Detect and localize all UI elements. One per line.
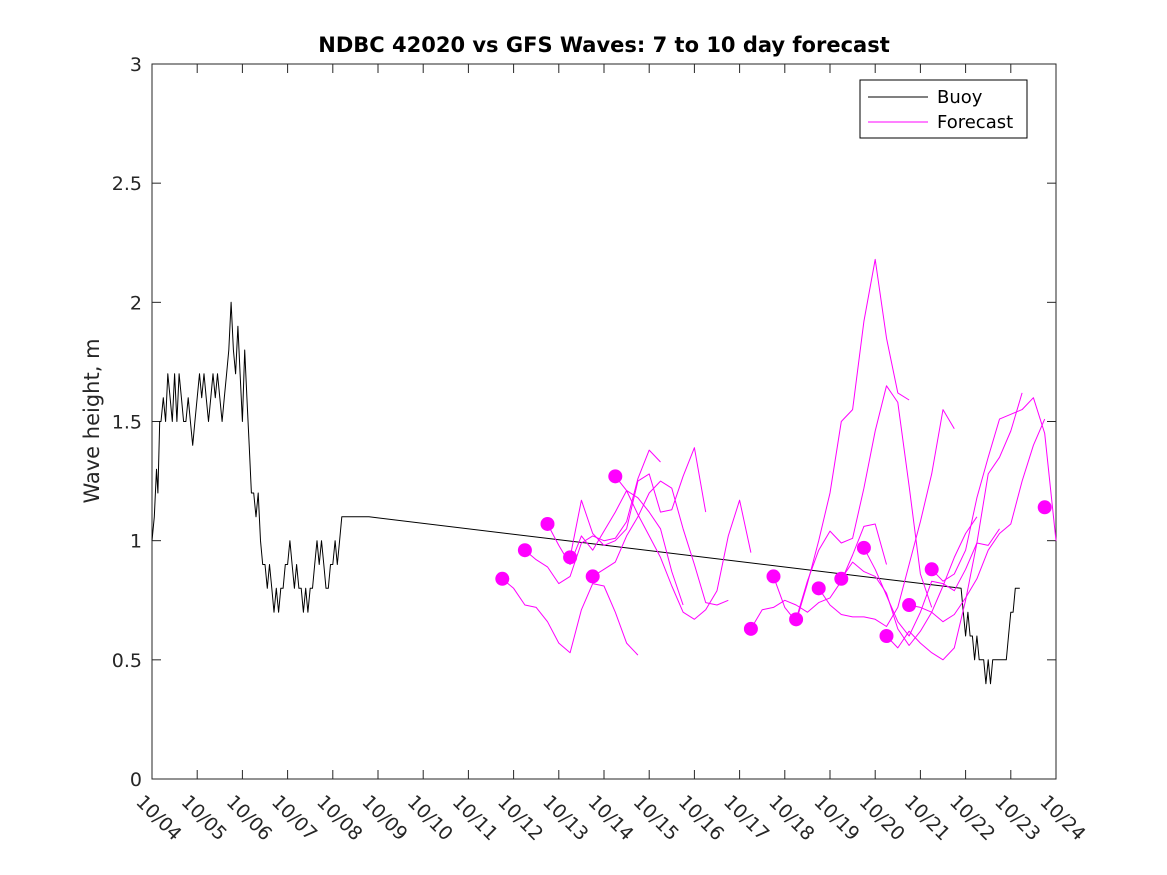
forecast-series-line-11	[840, 516, 978, 646]
forecast-series-line-10	[818, 409, 955, 627]
legend-box	[859, 79, 1028, 139]
forecast-start-marker	[608, 469, 623, 484]
forecast-start-marker	[924, 562, 939, 577]
forecast-start-marker	[517, 543, 532, 558]
y-tick-label: 2.5	[112, 173, 142, 195]
buoy-series-line	[151, 301, 1020, 685]
forecast-start-marker	[879, 629, 894, 643]
forecast-start-marker	[856, 540, 871, 555]
forecast-series-line-13	[886, 392, 1023, 661]
legend: Buoy Forecast	[859, 79, 1028, 139]
y-axis-label: Wave height, m	[80, 338, 104, 503]
chart-title: NDBC 42020 vs GFS Waves: 7 to 10 day for…	[318, 33, 889, 57]
y-tick-label: 1.5	[112, 412, 142, 434]
forecast-series-line-6	[614, 475, 752, 620]
forecast-series-line-3	[547, 490, 684, 606]
forecast-series-line-1	[501, 578, 639, 656]
legend-forecast-label: Forecast	[937, 112, 1013, 133]
forecast-start-marker	[789, 612, 804, 627]
y-tick-label: 3	[130, 54, 142, 76]
forecast-series-line-4	[569, 447, 707, 558]
legend-buoy-label: Buoy	[937, 87, 983, 108]
forecast-start-marker	[811, 581, 826, 596]
y-tick-label: 0.5	[112, 650, 142, 672]
forecast-start-marker	[540, 516, 555, 531]
forecast-start-marker	[563, 550, 578, 565]
y-tick-label: 0	[130, 769, 142, 791]
y-tick-label: 2	[130, 292, 142, 314]
forecast-series-line-7	[750, 523, 887, 630]
y-tick-label: 1	[130, 531, 142, 553]
forecast-series-line-5	[592, 480, 729, 606]
forecast-series-line-14	[908, 418, 1046, 623]
plot-area: 10/0410/0510/0610/0710/0810/0910/1010/11…	[112, 54, 1090, 845]
forecast-start-marker	[834, 571, 849, 586]
forecast-start-marker	[743, 621, 758, 636]
axes-box	[151, 63, 1057, 780]
forecast-series-line-2	[524, 449, 661, 585]
forecast-start-marker	[495, 571, 510, 586]
forecast-start-marker	[902, 598, 917, 613]
forecast-start-marker	[1037, 500, 1052, 515]
forecast-start-marker	[585, 569, 600, 584]
forecast-start-marker	[766, 569, 781, 584]
forecast-series-line-9	[795, 385, 933, 620]
forecast-series-line-15	[931, 397, 1057, 582]
